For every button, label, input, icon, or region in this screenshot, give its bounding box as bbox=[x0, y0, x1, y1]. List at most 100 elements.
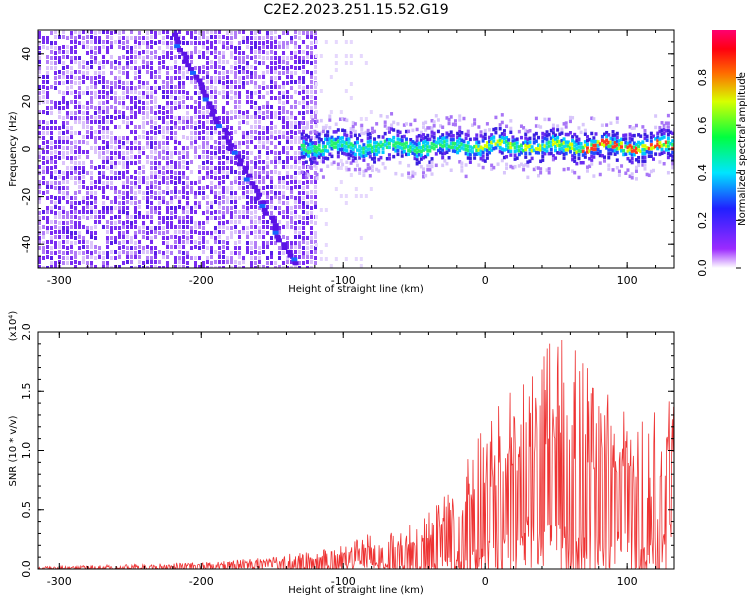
band-cell bbox=[396, 133, 400, 138]
noise-cell bbox=[302, 221, 305, 225]
noise-cell bbox=[118, 125, 121, 129]
noise-cell bbox=[38, 85, 41, 89]
band-cell bbox=[666, 136, 670, 141]
noise-cell bbox=[74, 161, 77, 165]
noise-cell bbox=[42, 210, 45, 214]
noise-cell bbox=[222, 225, 225, 229]
band-cell bbox=[434, 114, 438, 118]
noise-cell bbox=[298, 261, 301, 265]
noise-cell bbox=[42, 80, 45, 84]
band-cell bbox=[549, 136, 553, 140]
band-cell bbox=[319, 168, 323, 172]
noise-cell bbox=[146, 245, 149, 249]
band-cell bbox=[664, 121, 668, 125]
noise-cell bbox=[66, 75, 69, 79]
noise-cell bbox=[118, 235, 121, 239]
noise-cell bbox=[134, 185, 137, 189]
noise-cell bbox=[290, 225, 293, 229]
band-cell bbox=[556, 128, 560, 132]
noise-cell bbox=[102, 101, 105, 105]
noise-cell bbox=[98, 50, 101, 54]
noise-cell bbox=[66, 226, 69, 230]
noise-cell bbox=[74, 206, 77, 210]
noise-cell bbox=[222, 175, 225, 179]
band-cell bbox=[615, 120, 619, 124]
streak-cell bbox=[227, 147, 234, 151]
band-cell bbox=[592, 151, 596, 155]
band-cell bbox=[313, 164, 317, 168]
noise-cell bbox=[234, 215, 237, 219]
band-cell bbox=[556, 139, 560, 144]
noise-cell bbox=[98, 115, 101, 119]
noise-cell bbox=[122, 91, 125, 95]
noise-cell bbox=[110, 131, 113, 135]
noise-cell bbox=[142, 191, 145, 195]
noise-cell bbox=[198, 41, 201, 45]
band-cell bbox=[541, 150, 545, 155]
noise-cell bbox=[90, 76, 93, 80]
noise-cell bbox=[310, 41, 313, 45]
band-cell bbox=[360, 146, 364, 151]
noise-cell bbox=[270, 241, 273, 245]
band-cell bbox=[387, 141, 391, 146]
noise-cell bbox=[290, 115, 293, 119]
band-cell bbox=[353, 145, 357, 149]
noise-cell bbox=[294, 30, 297, 34]
noise-cell bbox=[238, 251, 241, 255]
band-cell bbox=[351, 128, 355, 133]
noise-cell bbox=[110, 61, 113, 65]
noise-cell bbox=[154, 146, 157, 150]
noise-cell bbox=[298, 196, 301, 200]
noise-cell bbox=[214, 171, 217, 175]
noise-cell bbox=[266, 91, 269, 95]
snr-series bbox=[38, 339, 674, 569]
band-cell bbox=[460, 138, 464, 143]
band-cell bbox=[343, 129, 347, 133]
noise-cell bbox=[314, 90, 317, 94]
band-cell bbox=[492, 127, 496, 132]
noise-cell bbox=[178, 190, 181, 194]
noise-cell bbox=[174, 215, 177, 219]
band-cell bbox=[415, 127, 419, 132]
noise-cell bbox=[114, 110, 117, 114]
noise-cell bbox=[282, 71, 285, 75]
noise-cell bbox=[82, 80, 85, 84]
noise-cell bbox=[210, 90, 213, 94]
band-cell bbox=[600, 138, 604, 143]
band-cell bbox=[494, 130, 498, 135]
band-cell bbox=[336, 166, 340, 170]
noise-cell bbox=[66, 230, 69, 234]
noise-cell bbox=[286, 266, 289, 268]
noise-cell bbox=[222, 41, 225, 45]
noise-cell bbox=[134, 251, 137, 255]
noise-cell bbox=[254, 230, 257, 234]
noise-cell bbox=[234, 110, 237, 114]
noise-cell bbox=[158, 175, 161, 179]
noise-cell bbox=[246, 121, 249, 125]
band-cell bbox=[319, 137, 323, 142]
noise-cell bbox=[218, 185, 221, 189]
noise-cell bbox=[138, 185, 141, 189]
noise-cell bbox=[286, 225, 289, 229]
band-cell bbox=[304, 133, 308, 138]
noise-cell bbox=[114, 136, 117, 140]
band-cell bbox=[579, 161, 583, 165]
noise-cell bbox=[294, 140, 297, 144]
spectrogram-y-label: Frequency (Hz) bbox=[8, 111, 19, 187]
noise-cell bbox=[134, 105, 137, 109]
band-cell bbox=[387, 157, 391, 161]
band-cell bbox=[411, 151, 415, 155]
band-cell bbox=[309, 131, 313, 135]
noise-cell bbox=[138, 96, 141, 100]
noise-cell bbox=[146, 61, 149, 65]
noise-cell bbox=[324, 222, 328, 226]
noise-cell bbox=[62, 50, 65, 54]
noise-cell bbox=[74, 100, 77, 104]
noise-cell bbox=[110, 105, 113, 109]
noise-cell bbox=[198, 96, 201, 100]
noise-cell bbox=[58, 106, 61, 110]
noise-cell bbox=[222, 245, 225, 249]
band-cell bbox=[626, 145, 630, 150]
noise-cell bbox=[146, 36, 149, 40]
band-cell bbox=[564, 147, 568, 152]
